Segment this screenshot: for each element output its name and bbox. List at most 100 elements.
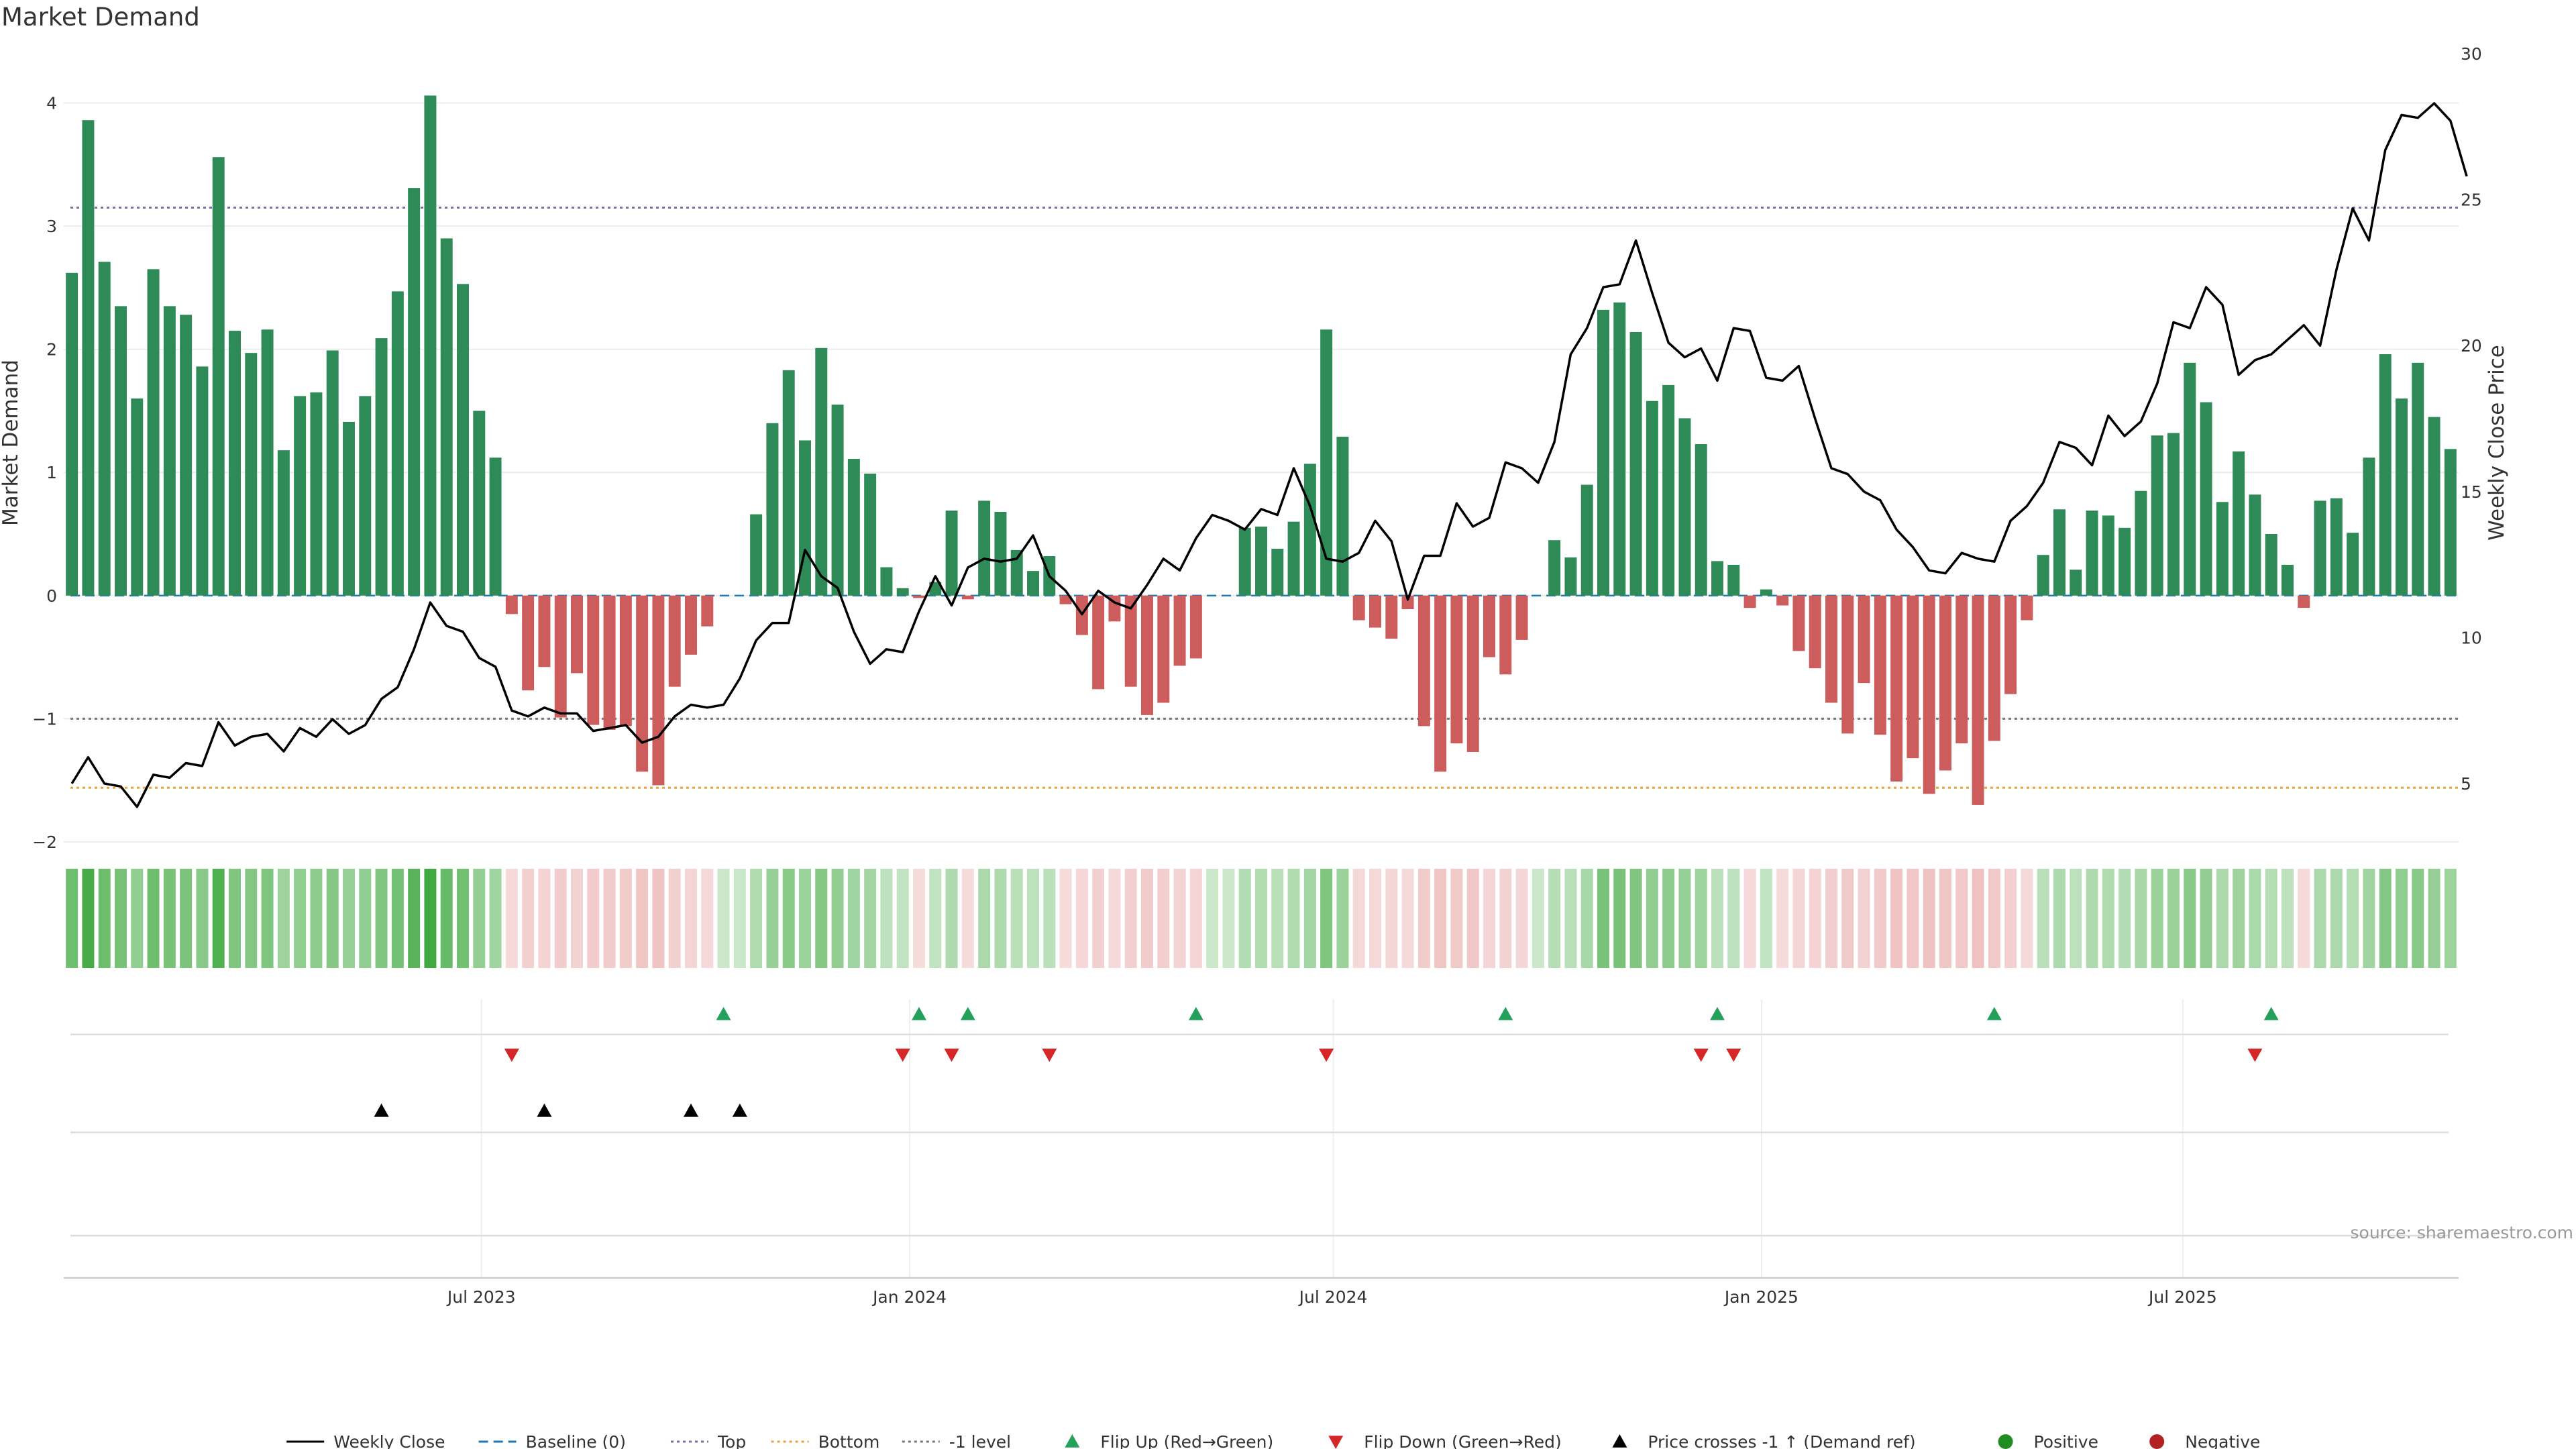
demand-bar: [2265, 534, 2277, 596]
intensity-cell: [2102, 869, 2114, 968]
demand-bar: [1972, 595, 1984, 805]
flip-down-marker: [1319, 1049, 1334, 1062]
x-axis: Jul 2023 Jan 2024 Jul 2024 Jan 2025 Jul 2025: [64, 1277, 2459, 1307]
intensity-cell: [1108, 869, 1121, 968]
intensity-cell: [180, 869, 193, 968]
intensity-cell: [1760, 869, 1772, 968]
demand-bar: [2330, 498, 2343, 596]
intensity-cell: [847, 869, 860, 968]
demand-bar: [1303, 464, 1316, 596]
demand-bar: [1776, 595, 1789, 606]
demand-bar: [896, 588, 909, 596]
legend-item: Bottom: [771, 1432, 879, 1449]
intensity-cell: [196, 869, 209, 968]
demand-bar: [391, 291, 404, 596]
demand-bar: [1189, 595, 1202, 659]
legend-label: Baseline (0): [526, 1432, 626, 1449]
demand-bar: [424, 95, 437, 596]
flip-up-marker: [2263, 1007, 2279, 1020]
intensity-cell: [1075, 869, 1088, 968]
demand-bar: [277, 450, 290, 596]
intensity-cell: [1287, 869, 1300, 968]
demand-bar: [1662, 384, 1675, 596]
demand-bar: [1401, 595, 1414, 610]
demand-bar: [1923, 595, 1935, 794]
intensity-cell: [1646, 869, 1658, 968]
demand-bar: [1955, 595, 1968, 744]
demand-bar: [1792, 595, 1805, 651]
intensity-cell: [554, 869, 567, 968]
demand-bar: [229, 331, 241, 596]
intensity-cell: [945, 869, 958, 968]
intensity-cell: [2167, 869, 2180, 968]
demand-bar: [2086, 511, 2098, 596]
legend-label: Positive: [2034, 1432, 2098, 1449]
intensity-cell: [2004, 869, 2017, 968]
intensity-cell: [1222, 869, 1235, 968]
demand-bar: [1988, 595, 2000, 741]
source-note: source: sharemaestro.com: [2351, 1223, 2574, 1242]
demand-bar: [2347, 533, 2359, 596]
intensity-cell: [1271, 869, 1284, 968]
intensity-cell: [1124, 869, 1137, 968]
intensity-cell: [1972, 869, 1984, 968]
intensity-cell: [1385, 869, 1398, 968]
demand-bar: [2021, 595, 2033, 621]
y-axis: −2 −1 0 1 2 3 4: [32, 93, 57, 852]
demand-bar: [115, 306, 127, 596]
legend-swatch-circle: [2149, 1434, 2165, 1449]
intensity-cell: [668, 869, 681, 968]
demand-bar: [1255, 527, 1267, 596]
demand-bar: [1515, 595, 1528, 640]
y2-axis-label: Weekly Close Price: [2485, 345, 2509, 541]
intensity-cell: [163, 869, 176, 968]
intensity-cell: [2233, 869, 2245, 968]
intensity-cell: [1043, 869, 1056, 968]
demand-bar: [619, 595, 632, 727]
demand-bar: [864, 474, 877, 596]
intensity-cell: [1401, 869, 1414, 968]
intensity-cell: [1695, 869, 1707, 968]
intensity-cell: [961, 869, 974, 968]
demand-bar: [1027, 571, 1039, 596]
flip-up-marker: [1188, 1007, 1203, 1020]
demand-bar: [359, 396, 372, 596]
intensity-cell: [147, 869, 160, 968]
demand-bar: [1760, 589, 1772, 596]
demand-bar: [2444, 449, 2457, 596]
demand-bar: [1157, 595, 1170, 703]
flip-up-marker: [1710, 1007, 1725, 1020]
demand-bar: [913, 595, 925, 598]
intensity-cell: [1173, 869, 1186, 968]
demand-bars: [66, 95, 2457, 805]
intensity-cell: [98, 869, 111, 968]
legend-swatch-triangle-up: [1065, 1434, 1080, 1448]
demand-bar: [1385, 595, 1398, 639]
flip-up-marker: [716, 1007, 731, 1020]
demand-bar: [880, 567, 893, 596]
flip-down-marker: [944, 1049, 959, 1062]
legend-label: Flip Down (Green→Red): [1364, 1432, 1562, 1449]
demand-bar: [1369, 595, 1381, 628]
intensity-cell: [457, 869, 469, 968]
y-axis-label: Market Demand: [0, 360, 23, 526]
demand-bar: [1287, 521, 1300, 596]
demand-bar: [2118, 527, 2131, 596]
demand-bar: [196, 366, 209, 596]
intensity-cell: [326, 869, 339, 968]
intensity-cell: [115, 869, 127, 968]
demand-bar: [2053, 509, 2065, 596]
demand-bar: [2298, 595, 2310, 608]
intensity-cell: [2053, 869, 2065, 968]
demand-bar: [978, 500, 991, 596]
demand-bar: [668, 595, 681, 687]
y-tick-label: 4: [46, 93, 57, 113]
intensity-cell: [619, 869, 632, 968]
demand-bar: [489, 458, 502, 596]
y2-tick-label: 20: [2461, 336, 2482, 356]
demand-bar: [701, 595, 714, 627]
intensity-cell: [473, 869, 486, 968]
intensity-cell: [815, 869, 828, 968]
intensity-cell: [1238, 869, 1251, 968]
